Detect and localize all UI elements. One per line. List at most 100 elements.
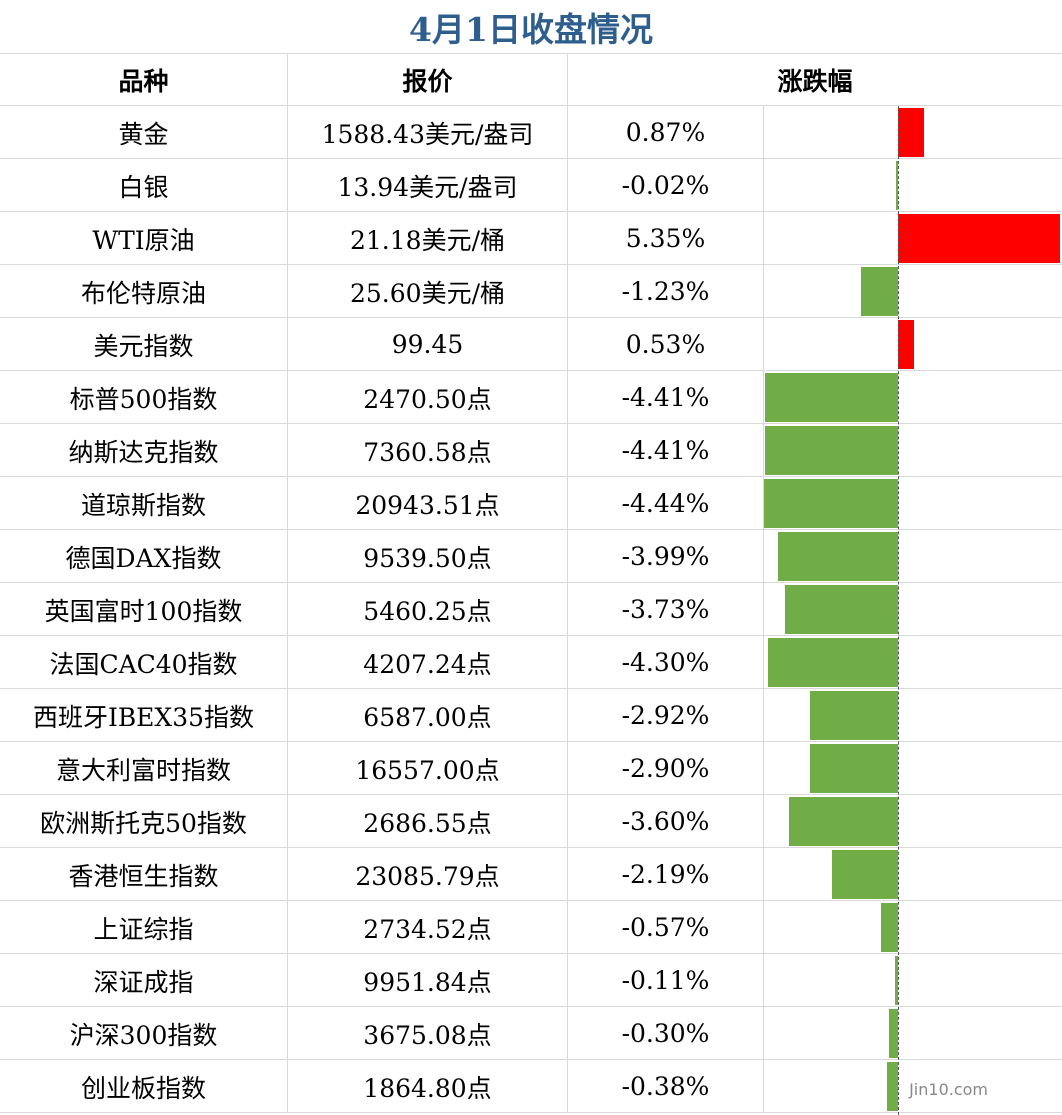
instrument-name: 美元指数 <box>0 318 288 371</box>
table-row: 道琼斯指数 20943.51点 -4.44% <box>0 477 1062 530</box>
change-bar-cell <box>764 318 1062 371</box>
instrument-name: 意大利富时指数 <box>0 742 288 795</box>
table-row: 意大利富时指数 16557.00点 -2.90% <box>0 742 1062 795</box>
instrument-change: -4.41% <box>568 424 764 477</box>
change-bar <box>898 108 925 157</box>
instrument-name: 欧洲斯托克50指数 <box>0 795 288 848</box>
instrument-change: -4.30% <box>568 636 764 689</box>
instrument-change: -2.19% <box>568 848 764 901</box>
change-bar-cell <box>764 954 1062 1007</box>
instrument-price: 13.94美元/盎司 <box>288 159 568 212</box>
change-bar-cell <box>763 477 1062 530</box>
change-bar-cell <box>764 1060 1062 1113</box>
instrument-change: -3.73% <box>568 583 764 636</box>
instrument-name: 道琼斯指数 <box>0 477 288 530</box>
change-bar <box>894 956 898 1005</box>
instrument-name: 纳斯达克指数 <box>0 424 288 477</box>
table-row: 沪深300指数 3675.08点 -0.30% <box>0 1007 1062 1060</box>
instrument-change: -3.99% <box>568 530 764 583</box>
instrument-change: -0.57% <box>568 901 764 954</box>
instrument-change: 0.53% <box>568 318 764 371</box>
instrument-name: 深证成指 <box>0 954 288 1007</box>
instrument-name: 布伦特原油 <box>0 265 288 318</box>
instrument-change: -4.44% <box>568 477 764 530</box>
instrument-change: -1.23% <box>568 265 764 318</box>
change-bar-cell <box>764 265 1062 318</box>
instrument-change: -2.90% <box>568 742 764 795</box>
instrument-price: 23085.79点 <box>288 848 568 901</box>
table-row: 香港恒生指数 23085.79点 -2.19% <box>0 848 1062 901</box>
instrument-name: 香港恒生指数 <box>0 848 288 901</box>
table-row: 英国富时100指数 5460.25点 -3.73% <box>0 583 1062 636</box>
header-change: 涨跌幅 <box>777 66 853 96</box>
change-bar <box>896 161 898 210</box>
instrument-change: -0.11% <box>568 954 764 1007</box>
change-bar-cell <box>764 848 1062 901</box>
instrument-name: WTI原油 <box>0 212 288 265</box>
table-row: 上证综指 2734.52点 -0.57% <box>0 901 1062 954</box>
change-bar-cell <box>764 424 1062 477</box>
instrument-name: 西班牙IBEX35指数 <box>0 689 288 742</box>
table-row: 布伦特原油 25.60美元/桶 -1.23% <box>0 265 1062 318</box>
change-bar-cell <box>764 583 1062 636</box>
header-name: 品种 <box>0 53 288 106</box>
change-bar-cell <box>764 530 1062 583</box>
instrument-change: -0.02% <box>568 159 764 212</box>
instrument-change: 5.35% <box>568 212 764 265</box>
table-row: 美元指数 99.45 0.53% <box>0 318 1062 371</box>
table-row: 深证成指 9951.84点 -0.11% <box>0 954 1062 1007</box>
change-bar-cell <box>764 106 1062 159</box>
change-bar <box>898 320 914 369</box>
instrument-name: 沪深300指数 <box>0 1007 288 1060</box>
instrument-change: -0.30% <box>568 1007 764 1060</box>
change-bar-cell <box>764 636 1062 689</box>
change-bar <box>898 214 1060 263</box>
change-bar-cell <box>764 212 1062 265</box>
instrument-price: 4207.24点 <box>288 636 568 689</box>
change-bar <box>764 426 898 475</box>
header-price: 报价 <box>288 53 568 106</box>
instrument-name: 德国DAX指数 <box>0 530 288 583</box>
change-bar <box>831 850 898 899</box>
instrument-change: 0.87% <box>568 106 764 159</box>
change-bar <box>785 585 898 634</box>
instrument-name: 创业板指数 <box>0 1060 288 1113</box>
change-bar-cell <box>764 1007 1062 1060</box>
instrument-price: 16557.00点 <box>288 742 568 795</box>
table-row: 纳斯达克指数 7360.58点 -4.41% <box>0 424 1062 477</box>
instrument-price: 1864.80点 <box>288 1060 568 1113</box>
change-bar <box>810 744 898 793</box>
instrument-change: -2.92% <box>568 689 764 742</box>
table-row: 黄金 1588.43美元/盎司 0.87% <box>0 106 1062 159</box>
instrument-name: 上证综指 <box>0 901 288 954</box>
table-row: 欧洲斯托克50指数 2686.55点 -3.60% <box>0 795 1062 848</box>
instrument-price: 99.45 <box>288 318 568 371</box>
watermark: Jin10.com <box>909 1080 988 1099</box>
table-row: 创业板指数 1864.80点 -0.38% <box>0 1060 1062 1113</box>
instrument-name: 白银 <box>0 159 288 212</box>
instrument-price: 6587.00点 <box>288 689 568 742</box>
change-bar-cell <box>764 742 1062 795</box>
instrument-name: 法国CAC40指数 <box>0 636 288 689</box>
instrument-price: 20943.51点 <box>288 477 568 530</box>
change-bar-cell <box>764 689 1062 742</box>
change-bar <box>789 797 898 846</box>
change-bar-cell <box>764 371 1062 424</box>
change-bar <box>763 479 898 528</box>
header-row: 品种 报价 涨跌幅 <box>0 53 1062 106</box>
instrument-change: -0.38% <box>568 1060 764 1113</box>
instrument-price: 25.60美元/桶 <box>288 265 568 318</box>
change-bar <box>777 532 898 581</box>
instrument-price: 1588.43美元/盎司 <box>288 106 568 159</box>
change-bar-cell <box>764 901 1062 954</box>
change-bar <box>886 1062 898 1111</box>
instrument-price: 21.18美元/桶 <box>288 212 568 265</box>
instrument-price: 9951.84点 <box>288 954 568 1007</box>
instrument-name: 英国富时100指数 <box>0 583 288 636</box>
change-bar <box>888 1009 898 1058</box>
change-bar <box>768 638 898 687</box>
table-row: 法国CAC40指数 4207.24点 -4.30% <box>0 636 1062 689</box>
instrument-price: 9539.50点 <box>288 530 568 583</box>
instrument-price: 3675.08点 <box>288 1007 568 1060</box>
